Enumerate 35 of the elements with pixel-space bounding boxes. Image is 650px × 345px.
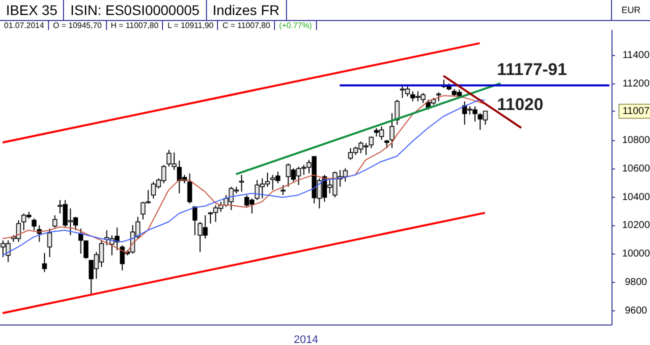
candlestick	[280, 184, 286, 196]
y-tick-label: 9800	[624, 276, 648, 288]
candlestick	[84, 240, 88, 260]
candlestick	[52, 214, 58, 228]
chart-subtitle: ISIN: ES0SI0000005	[64, 0, 207, 20]
candlestick	[42, 252, 47, 273]
y-tick-label: 10800	[622, 135, 650, 146]
y-tick-label: 10000	[622, 248, 650, 260]
y-tick-label: 10200	[622, 220, 650, 232]
y-tick-label: 11200	[622, 78, 650, 90]
text: H = 11007,80	[106, 21, 164, 30]
y-tick-label: 11400	[622, 50, 650, 62]
candlestick	[390, 112, 394, 149]
y-tick-label: 11007	[622, 106, 650, 117]
y-tick-label: 9600	[624, 305, 648, 316]
candlestick	[239, 174, 244, 192]
text: L = 10911,90	[163, 21, 218, 30]
candlestick	[368, 136, 374, 149]
candlestick	[187, 172, 192, 204]
annotation: 11177-91	[497, 60, 567, 80]
text: C = 11007,80	[218, 21, 276, 30]
candlestick	[47, 228, 52, 258]
text: (+0.77%)	[275, 21, 317, 30]
candlestick	[32, 218, 37, 231]
text: O = 10945,70	[49, 21, 107, 30]
chart-title: IBEX 35	[0, 0, 64, 20]
text: Indizes FR	[206, 0, 286, 20]
y-axis-title: EUR	[620, 4, 642, 17]
y-tick-label: 10600	[622, 163, 650, 174]
candlestick	[192, 206, 198, 236]
y-tick-label: 10400	[622, 192, 650, 203]
annotation: 11020	[497, 95, 544, 115]
x-axis-title: 2014	[294, 334, 318, 345]
text: 01.07.2014	[0, 21, 50, 30]
candlestick	[436, 92, 442, 102]
